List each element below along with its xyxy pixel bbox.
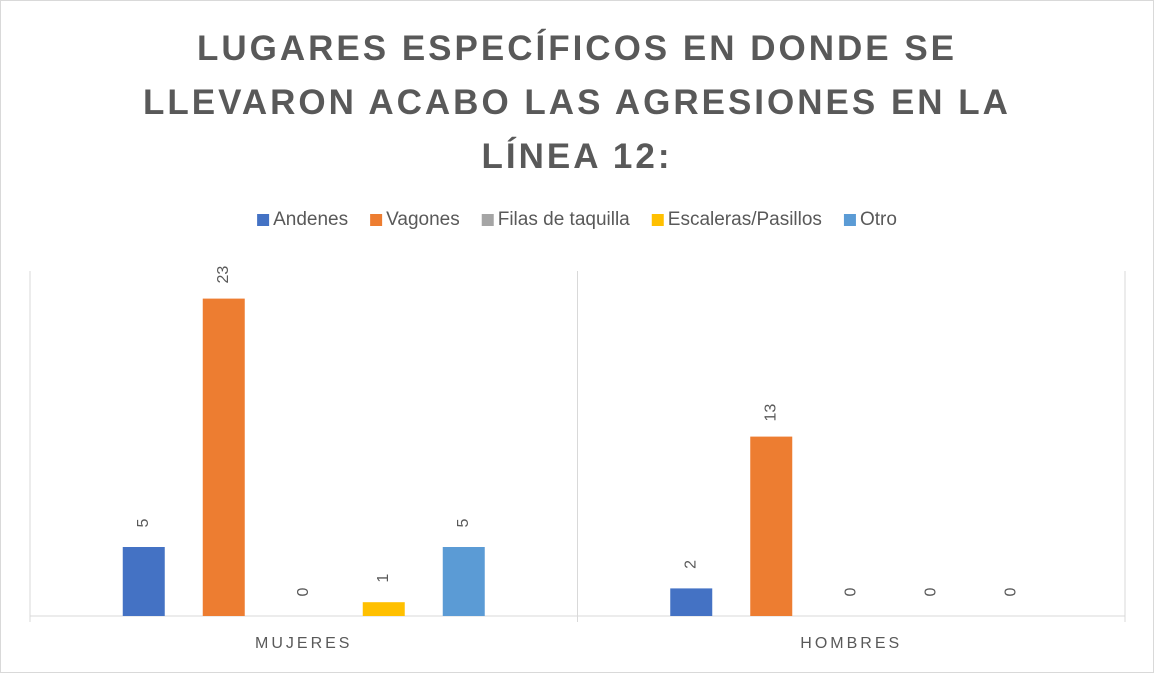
data-label: 0 [922,587,939,596]
bar [362,602,405,616]
data-label: 5 [455,518,472,527]
legend-label: Vagones [386,209,460,230]
x-tick-label: MUJERES [255,635,352,652]
legend-label: Andenes [273,209,348,230]
bar [122,547,165,616]
legend-swatch [481,214,494,226]
data-label: 2 [682,560,699,569]
legend-swatch [257,214,270,226]
legend-swatch [651,214,664,226]
bar [202,298,245,616]
legend-label: Filas de taquilla [498,209,630,230]
data-label: 13 [762,404,779,422]
data-label: 23 [215,266,232,284]
legend-swatch [843,214,856,226]
data-label: 0 [295,587,312,596]
legend-label: Escaleras/Pasillos [668,209,822,230]
data-label: 0 [842,587,859,596]
legend-swatch [370,214,383,226]
bar [442,547,485,616]
chart-title: LUGARES ESPECÍFICOS EN DONDE SE LLEVARON… [143,29,1011,176]
data-label: 1 [375,574,392,583]
data-label: 0 [1002,587,1019,596]
bar [670,588,713,616]
bar [750,436,793,616]
data-label: 5 [135,518,152,527]
x-tick-label: HOMBRES [800,635,902,652]
legend-label: Otro [860,209,897,230]
